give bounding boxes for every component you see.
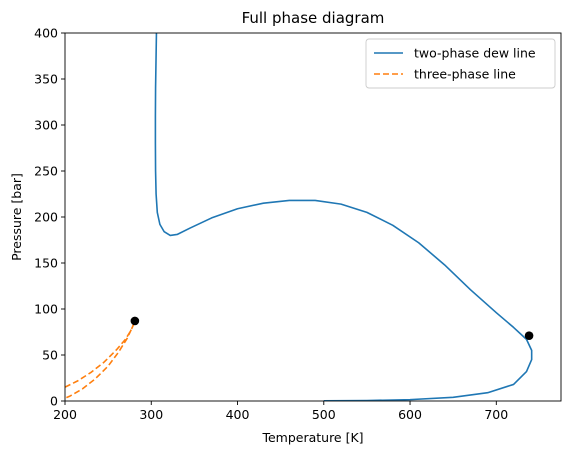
y-tick-label: 250	[34, 164, 58, 179]
critical-point-marker-2	[524, 331, 534, 340]
legend-label-1: two-phase dew line	[414, 46, 536, 61]
y-tick-label: 50	[42, 348, 58, 363]
y-tick-label: 400	[34, 26, 58, 41]
series-line-1	[154, 33, 533, 401]
x-axis-title: Temperature [K]	[261, 430, 363, 445]
axis-ticks: 200 300 400 500 600 700 0 50 100 150 200 250 300 350 4…	[34, 26, 508, 423]
x-tick-label: 700	[484, 407, 508, 422]
y-tick-label: 300	[34, 118, 58, 133]
x-tick-label: 300	[139, 407, 163, 422]
x-tick-label: 400	[226, 407, 250, 422]
critical-point-marker-1	[130, 316, 140, 326]
series-line-2	[65, 320, 136, 399]
y-tick-label: 100	[34, 302, 58, 317]
y-axis-title: Pressure [bar]	[9, 173, 24, 261]
chart-title: Full phase diagram	[242, 9, 385, 27]
x-tick-label: 600	[398, 407, 422, 422]
legend-label-2: three-phase line	[414, 67, 516, 82]
y-tick-label: 200	[34, 210, 58, 225]
y-tick-label: 150	[34, 256, 58, 271]
legend-box	[365, 38, 556, 89]
x-tick-label: 200	[53, 407, 77, 422]
y-tick-label: 0	[50, 394, 58, 409]
legend: two-phase dew line three-phase line	[365, 38, 556, 89]
x-tick-label: 500	[312, 407, 336, 422]
y-tick-label: 350	[34, 72, 58, 87]
series-group	[65, 33, 533, 401]
